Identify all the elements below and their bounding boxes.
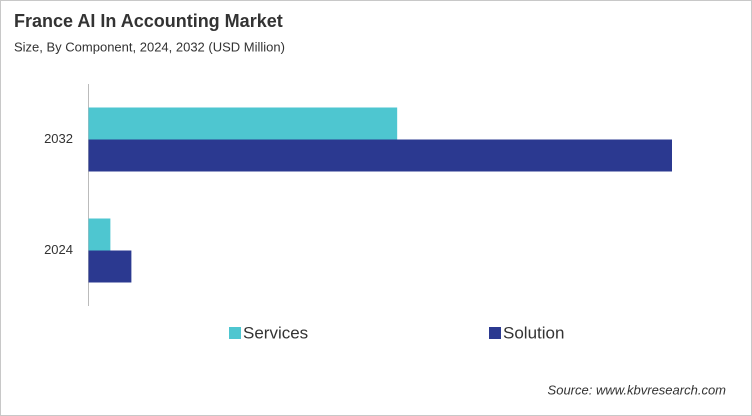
legend-swatch — [489, 327, 501, 339]
legend-label: Solution — [503, 323, 564, 342]
bar — [88, 218, 111, 251]
bar — [88, 107, 398, 140]
source-note: Source: www.kbvresearch.com — [548, 382, 727, 397]
chart-title: France AI In Accounting Market — [14, 11, 283, 31]
legend-swatch — [229, 327, 241, 339]
chart-subtitle: Size, By Component, 2024, 2032 (USD Mill… — [14, 39, 285, 54]
bar — [88, 250, 132, 283]
y-tick-label: 2032 — [44, 131, 73, 146]
legend-label: Services — [243, 323, 308, 342]
bar — [88, 139, 672, 172]
y-tick-label: 2024 — [44, 242, 73, 257]
